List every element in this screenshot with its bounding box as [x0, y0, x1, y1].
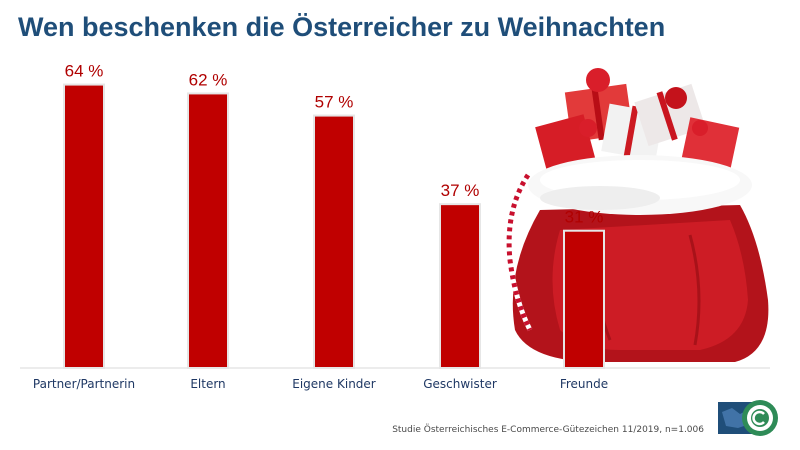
guetezeichen-seal-logo	[718, 400, 778, 436]
bar-5	[563, 229, 605, 369]
bar-2	[187, 92, 229, 370]
santa-sack-illustration	[506, 68, 769, 362]
category-label: Eltern	[190, 377, 225, 391]
source-note: Studie Österreichisches E-Commerce-Gütez…	[392, 425, 704, 435]
bar-4	[439, 203, 481, 369]
bar-value-label: 37 %	[441, 181, 480, 200]
bar-value-label: 62 %	[189, 70, 228, 89]
category-label: Eigene Kinder	[292, 377, 376, 391]
bar-1	[63, 83, 105, 369]
category-label: Freunde	[560, 377, 608, 391]
bar-3	[313, 114, 355, 369]
bar-value-label: 31 %	[565, 208, 604, 227]
bar-value-label: 64 %	[65, 62, 104, 81]
category-label: Geschwister	[423, 377, 497, 391]
bar-value-label: 57 %	[315, 93, 354, 112]
category-label: Partner/Partnerin	[33, 377, 135, 391]
chart-title: Wen beschenken die Österreicher zu Weihn…	[18, 12, 666, 42]
